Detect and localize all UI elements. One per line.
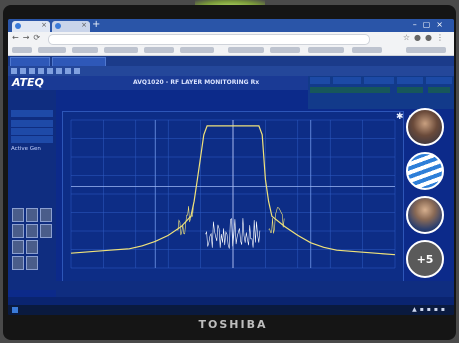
app-toolbar <box>8 66 454 76</box>
browser-tab-strip: × × + –▢× <box>8 19 454 32</box>
mode-button[interactable] <box>26 208 38 222</box>
bookmark-item[interactable] <box>228 47 264 53</box>
readout-header-cell <box>397 77 423 84</box>
readout-value-cell <box>310 87 390 93</box>
mode-button[interactable] <box>12 208 24 222</box>
laptop-brand: TOSHIBA <box>173 318 293 331</box>
active-gen-label: Active Gen <box>11 146 41 152</box>
toolbar-icon[interactable] <box>38 68 44 74</box>
page-title: AVQ1020 - RF LAYER MONITORING Rx <box>133 79 259 86</box>
browser-toolbar-icons[interactable]: ☆●●⋮ <box>403 33 448 42</box>
close-icon[interactable]: × <box>41 21 47 29</box>
toolbar-icon[interactable] <box>29 68 35 74</box>
new-tab-icon[interactable]: + <box>92 19 100 30</box>
status-bar <box>8 297 454 305</box>
app-tab-strip <box>8 56 454 66</box>
toolbar-icon[interactable] <box>65 68 71 74</box>
bookmark-item[interactable] <box>308 47 344 53</box>
bookmark-item[interactable] <box>406 47 446 53</box>
readout-value-cell <box>428 87 450 93</box>
spectrum-plot[interactable] <box>62 111 404 283</box>
nav-arrows-icon[interactable]: ←→⟳ <box>12 33 44 42</box>
bookmark-item[interactable] <box>352 47 382 53</box>
readout-header-cell <box>364 77 394 84</box>
browser-tab[interactable]: × <box>52 21 90 32</box>
more-participants-button[interactable]: +5 <box>406 240 444 278</box>
toolbar-icon[interactable] <box>74 68 80 74</box>
readout-header-cell <box>333 77 361 84</box>
readout-header-cell <box>310 77 330 84</box>
close-icon[interactable]: × <box>81 21 87 29</box>
shoulder-spikes <box>178 205 194 235</box>
brand-logo: ATEQ <box>12 76 44 89</box>
tab-favicon-icon <box>15 23 21 29</box>
bookmark-item[interactable] <box>104 47 138 53</box>
toolbar-icon[interactable] <box>11 68 17 74</box>
left-panel-value-row <box>11 120 53 127</box>
participant-avatar[interactable] <box>406 152 444 190</box>
measurement-readout <box>308 76 454 109</box>
left-panel-value-row <box>11 110 53 117</box>
toolbar-icon[interactable] <box>56 68 62 74</box>
taskbar: ▲▪▪▪▪ <box>8 305 454 315</box>
url-input[interactable] <box>48 34 370 45</box>
mode-button[interactable] <box>40 208 52 222</box>
mode-button[interactable] <box>12 224 24 238</box>
mode-button[interactable] <box>26 256 38 270</box>
mode-button[interactable] <box>26 240 38 254</box>
bookmark-item[interactable] <box>180 47 214 53</box>
toolbar-icon[interactable] <box>20 68 26 74</box>
system-tray-icons[interactable]: ▲▪▪▪▪ <box>412 306 448 313</box>
toolbar-icon[interactable] <box>47 68 53 74</box>
left-panel-value-row <box>11 128 53 135</box>
mode-button[interactable] <box>40 224 52 238</box>
spectrum-chart <box>63 112 403 282</box>
window-controls[interactable]: –▢× <box>413 20 449 29</box>
readout-header-cell <box>426 77 452 84</box>
bookmark-item[interactable] <box>270 47 300 53</box>
start-icon[interactable] <box>12 307 18 313</box>
meeting-participants-overlay: +5 <box>396 108 456 278</box>
address-bar: ←→⟳ ☆●●⋮ <box>8 32 454 45</box>
laptop-bezel: × × + –▢× ←→⟳ ☆●●⋮ <box>3 5 456 340</box>
tab-favicon-icon <box>55 23 61 29</box>
bookmarks-bar <box>8 45 454 56</box>
bookmark-item[interactable] <box>12 47 32 53</box>
participant-avatar[interactable] <box>406 108 444 146</box>
bookmark-item[interactable] <box>38 47 66 53</box>
bookmark-item[interactable] <box>144 47 174 53</box>
readout-value-cell <box>397 87 423 93</box>
left-panel-value-row <box>11 136 53 143</box>
mode-button[interactable] <box>12 240 24 254</box>
browser-tab[interactable]: × <box>12 21 50 32</box>
bookmark-item[interactable] <box>72 47 98 53</box>
laptop-screen: × × + –▢× ←→⟳ ☆●●⋮ <box>8 19 454 315</box>
participant-avatar[interactable] <box>406 196 444 234</box>
bottom-info-strip <box>56 281 454 297</box>
left-control-panel: Active Gen <box>8 90 56 290</box>
mode-button[interactable] <box>12 256 24 270</box>
mode-button[interactable] <box>26 224 38 238</box>
